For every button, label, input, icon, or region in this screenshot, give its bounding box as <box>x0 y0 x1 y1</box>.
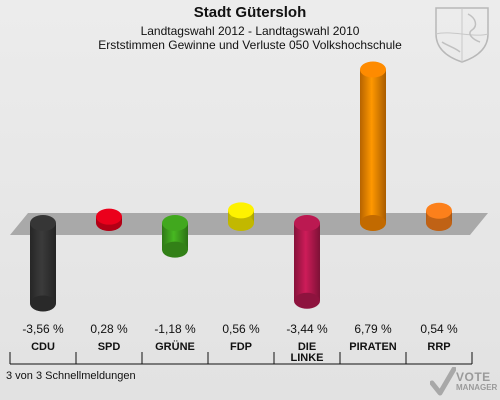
value-label: -3,44 % <box>286 322 328 336</box>
bar-top-cap <box>228 202 254 219</box>
category-label: DIE <box>298 341 316 353</box>
category-label: RRP <box>427 341 450 353</box>
brand-line2: MANAGER <box>456 383 498 392</box>
checkmark-icon <box>430 367 456 396</box>
category-label: GRÜNE <box>155 340 195 353</box>
bar-top-cap <box>162 215 188 231</box>
category-label: LINKE <box>291 352 324 364</box>
bar-top-cap <box>96 208 122 225</box>
value-label: 0,28 % <box>90 322 128 336</box>
status-text: 3 von 3 Schnellmeldungen <box>6 370 136 382</box>
chart-subtitle: Landtagswahl 2012 - Landtagswahl 2010 <box>140 24 360 38</box>
bar-bottom-cap <box>426 215 452 231</box>
bar-piraten <box>360 61 386 231</box>
bar-top-cap <box>294 215 320 231</box>
bar-top-cap <box>30 215 56 231</box>
bar-bottom-cap <box>294 292 320 309</box>
category-label: CDU <box>31 341 55 353</box>
category-label: PIRATEN <box>349 341 397 353</box>
value-label: 6,79 % <box>354 322 392 336</box>
category-label: SPD <box>98 341 121 353</box>
chart-description: Erststimmen Gewinne und Verluste 050 Vol… <box>98 38 402 52</box>
bar-rrp <box>426 202 452 231</box>
bar-die-linke <box>294 215 320 309</box>
chart-title: Stadt Gütersloh <box>193 4 307 21</box>
bar-spd <box>96 208 122 231</box>
value-label: 0,54 % <box>420 322 458 336</box>
bar-top-cap <box>426 202 452 219</box>
category-label: FDP <box>230 341 252 353</box>
bar-fdp <box>228 202 254 231</box>
bar-top-cap <box>360 61 386 78</box>
value-label: -3,56 % <box>22 322 64 336</box>
vote-manager-logo: VOTE MANAGER <box>430 366 498 398</box>
bar-bottom-cap <box>30 295 56 312</box>
bar-body <box>30 223 56 304</box>
bar-body <box>360 69 386 224</box>
value-label: 0,56 % <box>222 322 260 336</box>
bar-body <box>294 223 320 301</box>
bar-bottom-cap <box>228 215 254 231</box>
brand-line1: VOTE <box>456 370 491 384</box>
bar-bottom-cap <box>162 241 188 258</box>
bar-cdu <box>30 215 56 312</box>
value-label: -1,18 % <box>154 322 196 336</box>
coat-of-arms-icon <box>435 7 489 63</box>
bar-bottom-cap <box>360 215 386 231</box>
bar-grüne <box>162 215 188 258</box>
